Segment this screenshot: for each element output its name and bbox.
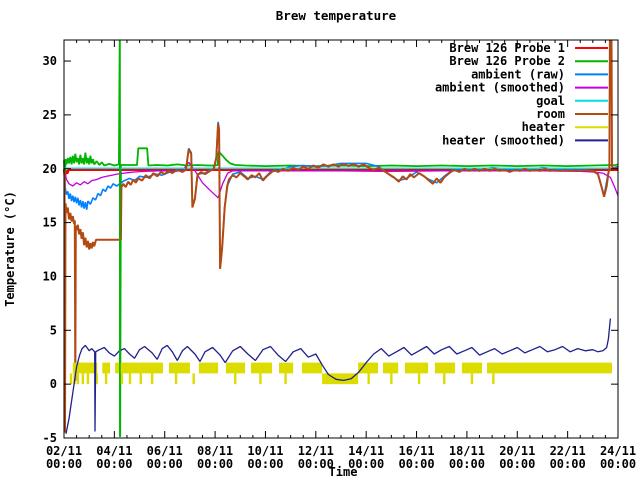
heater-off-tick	[174, 373, 178, 385]
plot-area: 02/1100:0004/1100:0006/1100:0008/1100:00…	[43, 39, 636, 471]
heater-on-band	[434, 362, 456, 374]
x-tick-date: 22/11	[550, 444, 586, 458]
x-tick-time: 00:00	[298, 457, 334, 471]
heater-off-tick	[81, 373, 85, 385]
x-tick-date: 04/11	[96, 444, 132, 458]
legend-label: room	[536, 107, 565, 121]
x-tick-date: 08/11	[197, 444, 233, 458]
x-tick-time: 00:00	[449, 457, 485, 471]
heater-on-band	[301, 362, 323, 374]
x-tick-time: 00:00	[147, 457, 183, 471]
x-tick-date: 16/11	[398, 444, 434, 458]
y-tick-label: 10	[43, 269, 57, 283]
heater-on-band	[102, 362, 111, 374]
legend-label: goal	[536, 94, 565, 108]
heater-on-band	[251, 362, 273, 374]
heater-off-tick	[417, 373, 421, 385]
x-tick-date: 20/11	[499, 444, 535, 458]
heater-off-tick	[139, 373, 143, 385]
x-tick-date: 12/11	[298, 444, 334, 458]
heater-off-tick	[120, 373, 124, 385]
y-axis-label: Temperature (°C)	[3, 191, 17, 307]
x-tick-date: 06/11	[147, 444, 183, 458]
y-tick-label: 20	[43, 162, 57, 176]
heater-off-tick	[234, 373, 237, 385]
heater-off-tick	[192, 373, 195, 385]
heater-on-band	[279, 362, 294, 374]
heater-on-band	[487, 362, 612, 374]
heater-off-tick	[104, 373, 108, 385]
heater-off-tick	[95, 373, 98, 385]
legend-label: heater (smoothed)	[442, 133, 565, 147]
legend-label: ambient (raw)	[471, 67, 565, 81]
x-tick-date: 14/11	[348, 444, 384, 458]
heater-on-band	[461, 362, 483, 374]
heater-off-tick	[128, 373, 132, 385]
x-tick-date: 24/11	[600, 444, 636, 458]
heater-off-tick	[69, 373, 73, 385]
heater-on-band	[198, 362, 219, 374]
heater-off-tick	[470, 373, 474, 385]
x-tick-time: 00:00	[398, 457, 434, 471]
heater-off-tick	[284, 373, 287, 385]
legend-label: Brew 126 Probe 2	[449, 54, 565, 68]
x-tick-time: 00:00	[550, 457, 586, 471]
heater-off-tick	[150, 373, 154, 385]
x-tick-time: 00:00	[247, 457, 283, 471]
x-tick-time: 00:00	[96, 457, 132, 471]
heater-off-tick	[390, 373, 393, 385]
y-tick-label: 0	[50, 377, 57, 391]
x-tick-time: 00:00	[46, 457, 82, 471]
heater-off-tick	[259, 373, 262, 385]
x-tick-date: 10/11	[247, 444, 283, 458]
heater-off-tick	[443, 373, 446, 385]
y-tick-label: 30	[43, 54, 57, 68]
y-tick-label: 25	[43, 108, 57, 122]
heater-off-tick	[76, 373, 80, 385]
x-tick-date: 02/11	[46, 444, 82, 458]
x-axis-label: Time	[329, 465, 358, 479]
legend-label: ambient (smoothed)	[435, 81, 565, 95]
x-tick-time: 00:00	[197, 457, 233, 471]
heater-on-band	[383, 362, 399, 374]
heater-on-band	[404, 362, 429, 374]
heater-off-tick	[86, 373, 90, 385]
heater-on-band	[72, 362, 98, 374]
y-tick-label: 5	[50, 323, 57, 337]
x-tick-date: 18/11	[449, 444, 485, 458]
heater-on-band	[115, 362, 163, 374]
x-tick-time: 00:00	[499, 457, 535, 471]
heater-on-band	[225, 362, 246, 374]
y-tick-label: -5	[43, 431, 57, 445]
y-tick-label: 15	[43, 216, 57, 230]
legend-label: heater	[522, 120, 565, 134]
heater-on-band	[358, 362, 379, 374]
heater-off-tick	[367, 373, 370, 385]
x-tick-time: 00:00	[600, 457, 636, 471]
series-room	[63, 39, 619, 433]
heater-low-band	[322, 373, 359, 385]
heater-off-tick	[492, 373, 495, 385]
series-heater-smoothed-	[65, 318, 612, 434]
x-tick-time: 00:00	[348, 457, 384, 471]
heater-on-band	[169, 362, 190, 374]
chart-title: Brew temperature	[276, 8, 397, 23]
legend-label: Brew 126 Probe 1	[449, 41, 565, 55]
